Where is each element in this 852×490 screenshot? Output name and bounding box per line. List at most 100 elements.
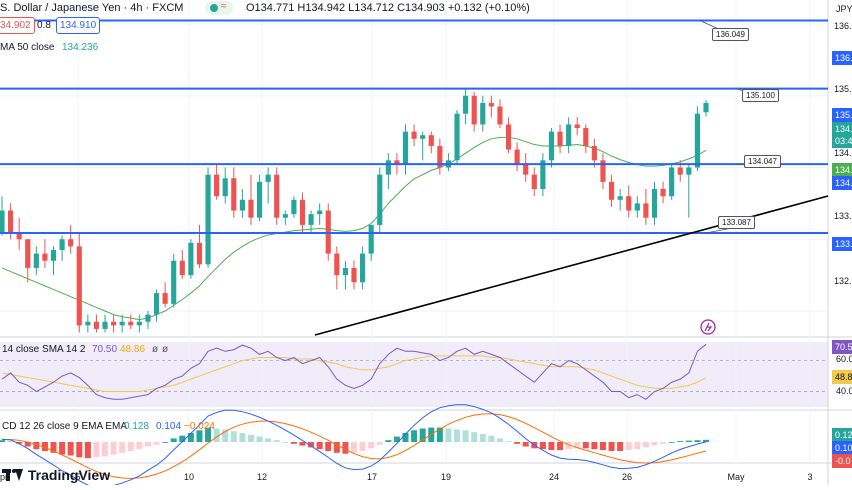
candle-body bbox=[420, 135, 426, 139]
candle-body bbox=[703, 102, 709, 113]
candle-body bbox=[59, 239, 65, 251]
macd-hist-bar bbox=[471, 432, 478, 442]
candle-body bbox=[214, 174, 220, 197]
candle-body bbox=[651, 189, 658, 218]
date-label: 19 bbox=[440, 472, 452, 482]
macd-label[interactable]: CD 12 26 close 9 EMA EMA bbox=[2, 421, 128, 432]
rsi-sma-line bbox=[1, 355, 707, 393]
hline-callout[interactable]: 133.087 bbox=[718, 216, 755, 229]
macd-hist-bar bbox=[247, 434, 254, 442]
price-tag-line1: 136. bbox=[832, 51, 852, 65]
candle-body bbox=[523, 163, 529, 175]
ma-label[interactable]: MA 50 close bbox=[0, 42, 55, 53]
hline-callout[interactable]: 134.047 bbox=[744, 155, 781, 168]
candle-body bbox=[360, 253, 366, 283]
candle-body bbox=[274, 174, 280, 218]
flag-icon[interactable] bbox=[700, 319, 716, 335]
candle-body bbox=[377, 174, 383, 225]
rsi-sma-value: 48.86 bbox=[120, 344, 146, 355]
macd-hist-bar bbox=[144, 442, 151, 447]
macd-hist-bar bbox=[479, 433, 486, 442]
macd-hist-bar bbox=[153, 442, 160, 445]
candle-body bbox=[291, 199, 297, 215]
macd-hist-bar bbox=[548, 442, 555, 451]
candle-body bbox=[16, 232, 22, 240]
candle-body bbox=[428, 135, 434, 146]
macd-hist-bar bbox=[462, 430, 469, 442]
hline-callout[interactable]: 135.100 bbox=[742, 89, 779, 102]
candle-body bbox=[162, 293, 168, 304]
date-label: 3 bbox=[807, 472, 813, 482]
macd-hist-bar bbox=[102, 442, 109, 457]
macd-hist-bar bbox=[170, 438, 177, 442]
price-tag-line2: 135. bbox=[832, 108, 852, 122]
rsi-lower-band-value: ø bbox=[162, 344, 169, 355]
macd-hist-bar bbox=[582, 442, 589, 449]
candle-body bbox=[548, 131, 555, 161]
candle-body bbox=[111, 321, 117, 326]
macd-hist-bar bbox=[376, 442, 383, 445]
candle-body bbox=[102, 321, 108, 329]
hline-callout[interactable]: 136.049 bbox=[712, 28, 749, 41]
approx-icon: ≈ bbox=[221, 1, 227, 12]
sell-button[interactable]: 34.902 bbox=[0, 17, 35, 34]
currency-label: JPY bbox=[836, 4, 852, 14]
macd-hist-bar bbox=[591, 442, 598, 450]
macd-hist-bar bbox=[617, 442, 624, 451]
candle-body bbox=[145, 314, 151, 322]
candle-body bbox=[205, 174, 211, 265]
macd-hist-bar bbox=[608, 442, 615, 451]
macd-hist-bar bbox=[16, 442, 23, 444]
macd-hist-bar bbox=[651, 442, 658, 446]
candle-body bbox=[531, 174, 537, 190]
candle-body bbox=[557, 131, 563, 146]
candle-body bbox=[25, 239, 31, 268]
macd-hist-bar bbox=[660, 442, 667, 444]
candle-body bbox=[42, 253, 48, 261]
market-status-badge[interactable]: ≈ bbox=[205, 1, 233, 15]
candle-body bbox=[299, 199, 306, 225]
candle-body bbox=[334, 253, 340, 276]
macd-hist-bar bbox=[325, 442, 332, 451]
candle-body bbox=[454, 113, 460, 161]
tradingview-logo[interactable]: TradingView bbox=[2, 467, 110, 483]
candle-body bbox=[514, 149, 520, 164]
date-label: 26 bbox=[621, 472, 633, 482]
candle-body bbox=[188, 242, 194, 276]
macd-hist-bar bbox=[59, 442, 66, 455]
rsi-layer bbox=[0, 343, 828, 400]
candle-body bbox=[136, 321, 142, 326]
candle-body bbox=[153, 293, 160, 315]
macd-line bbox=[1, 404, 707, 488]
candle-body bbox=[480, 102, 486, 125]
macd-signal-line bbox=[1, 413, 707, 479]
candle-body bbox=[231, 178, 237, 211]
macd-hist-bar bbox=[342, 442, 349, 454]
candle-body bbox=[694, 113, 700, 168]
rsi-label[interactable]: 14 close SMA 14 2 bbox=[2, 344, 86, 355]
candle-body bbox=[437, 145, 443, 168]
candle-body bbox=[583, 128, 589, 146]
spread-value: 0.8 bbox=[37, 20, 51, 31]
candle-body bbox=[686, 167, 692, 175]
rsi-value: 70.50 bbox=[92, 344, 118, 355]
macd-tag: 0.12 bbox=[832, 428, 852, 442]
symbol-title[interactable]: S. Dollar / Japanese Yen · 4h · FXCM bbox=[0, 2, 184, 14]
macd-signal-value: −0.024 bbox=[184, 421, 215, 432]
candle-body bbox=[669, 167, 675, 197]
rsi-tick: 40.0 bbox=[836, 386, 852, 396]
macd-hist-bar bbox=[127, 442, 134, 451]
rsi-sma-tag: 48.8 bbox=[832, 370, 852, 384]
current-price-tag: 134. bbox=[832, 122, 852, 136]
candle-body bbox=[282, 214, 288, 218]
candle-body bbox=[463, 95, 469, 114]
macd-hist-bar bbox=[76, 442, 83, 458]
macd-hist-bar bbox=[119, 442, 126, 453]
buy-button[interactable]: 134.910 bbox=[56, 17, 101, 34]
candle-body bbox=[33, 253, 39, 268]
candle-body bbox=[308, 214, 314, 225]
macd-hist-bar bbox=[308, 442, 315, 448]
macd-hist-bar bbox=[316, 442, 323, 450]
